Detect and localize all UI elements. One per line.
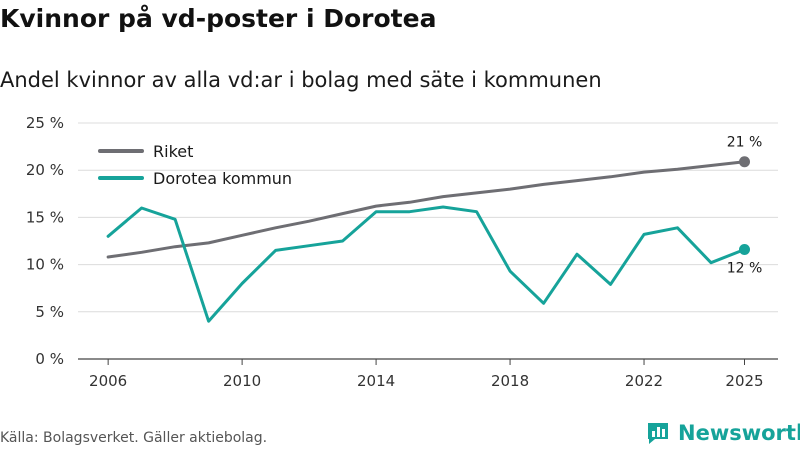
y-tick-label: 20 %	[26, 161, 64, 179]
x-tick-label: 2014	[357, 372, 395, 390]
brand-logo: Newsworthy	[645, 420, 800, 446]
chart-subtitle: Andel kvinnor av alla vd:ar i bolag med …	[0, 68, 602, 92]
x-tick-label: 2006	[89, 372, 127, 390]
y-tick-label: 15 %	[26, 208, 64, 226]
source-note: Källa: Bolagsverket. Gäller aktiebolag.	[0, 430, 268, 446]
line-chart: 0 % 5 % 10 % 15 % 20 % 25 % 2006 2010 2014 2018 20…	[26, 114, 778, 390]
series-end-label: 12 %	[727, 260, 763, 276]
x-tick-label: 2025	[725, 372, 763, 390]
series-end-marker	[739, 243, 751, 255]
y-tick-label: 25 %	[26, 114, 64, 132]
series-line	[106, 205, 746, 323]
x-tick-label: 2018	[491, 372, 529, 390]
y-tick-label: 10 %	[26, 256, 64, 274]
y-tick-label: 5 %	[35, 303, 64, 321]
series-end-marker	[739, 156, 751, 168]
series-end-label: 21 %	[727, 135, 763, 151]
legend-label: Riket	[153, 142, 193, 161]
x-tick-label: 2010	[223, 372, 261, 390]
x-tick-label: 2022	[625, 372, 663, 390]
chart-title: Kvinnor på vd-poster i Dorotea	[0, 4, 437, 33]
legend-label: Dorotea kommun	[153, 169, 292, 188]
series-line	[106, 160, 746, 259]
y-tick-label: 0 %	[35, 350, 64, 368]
brand-name: Newsworthy	[678, 421, 800, 445]
newsworthy-logo-icon	[648, 423, 668, 444]
